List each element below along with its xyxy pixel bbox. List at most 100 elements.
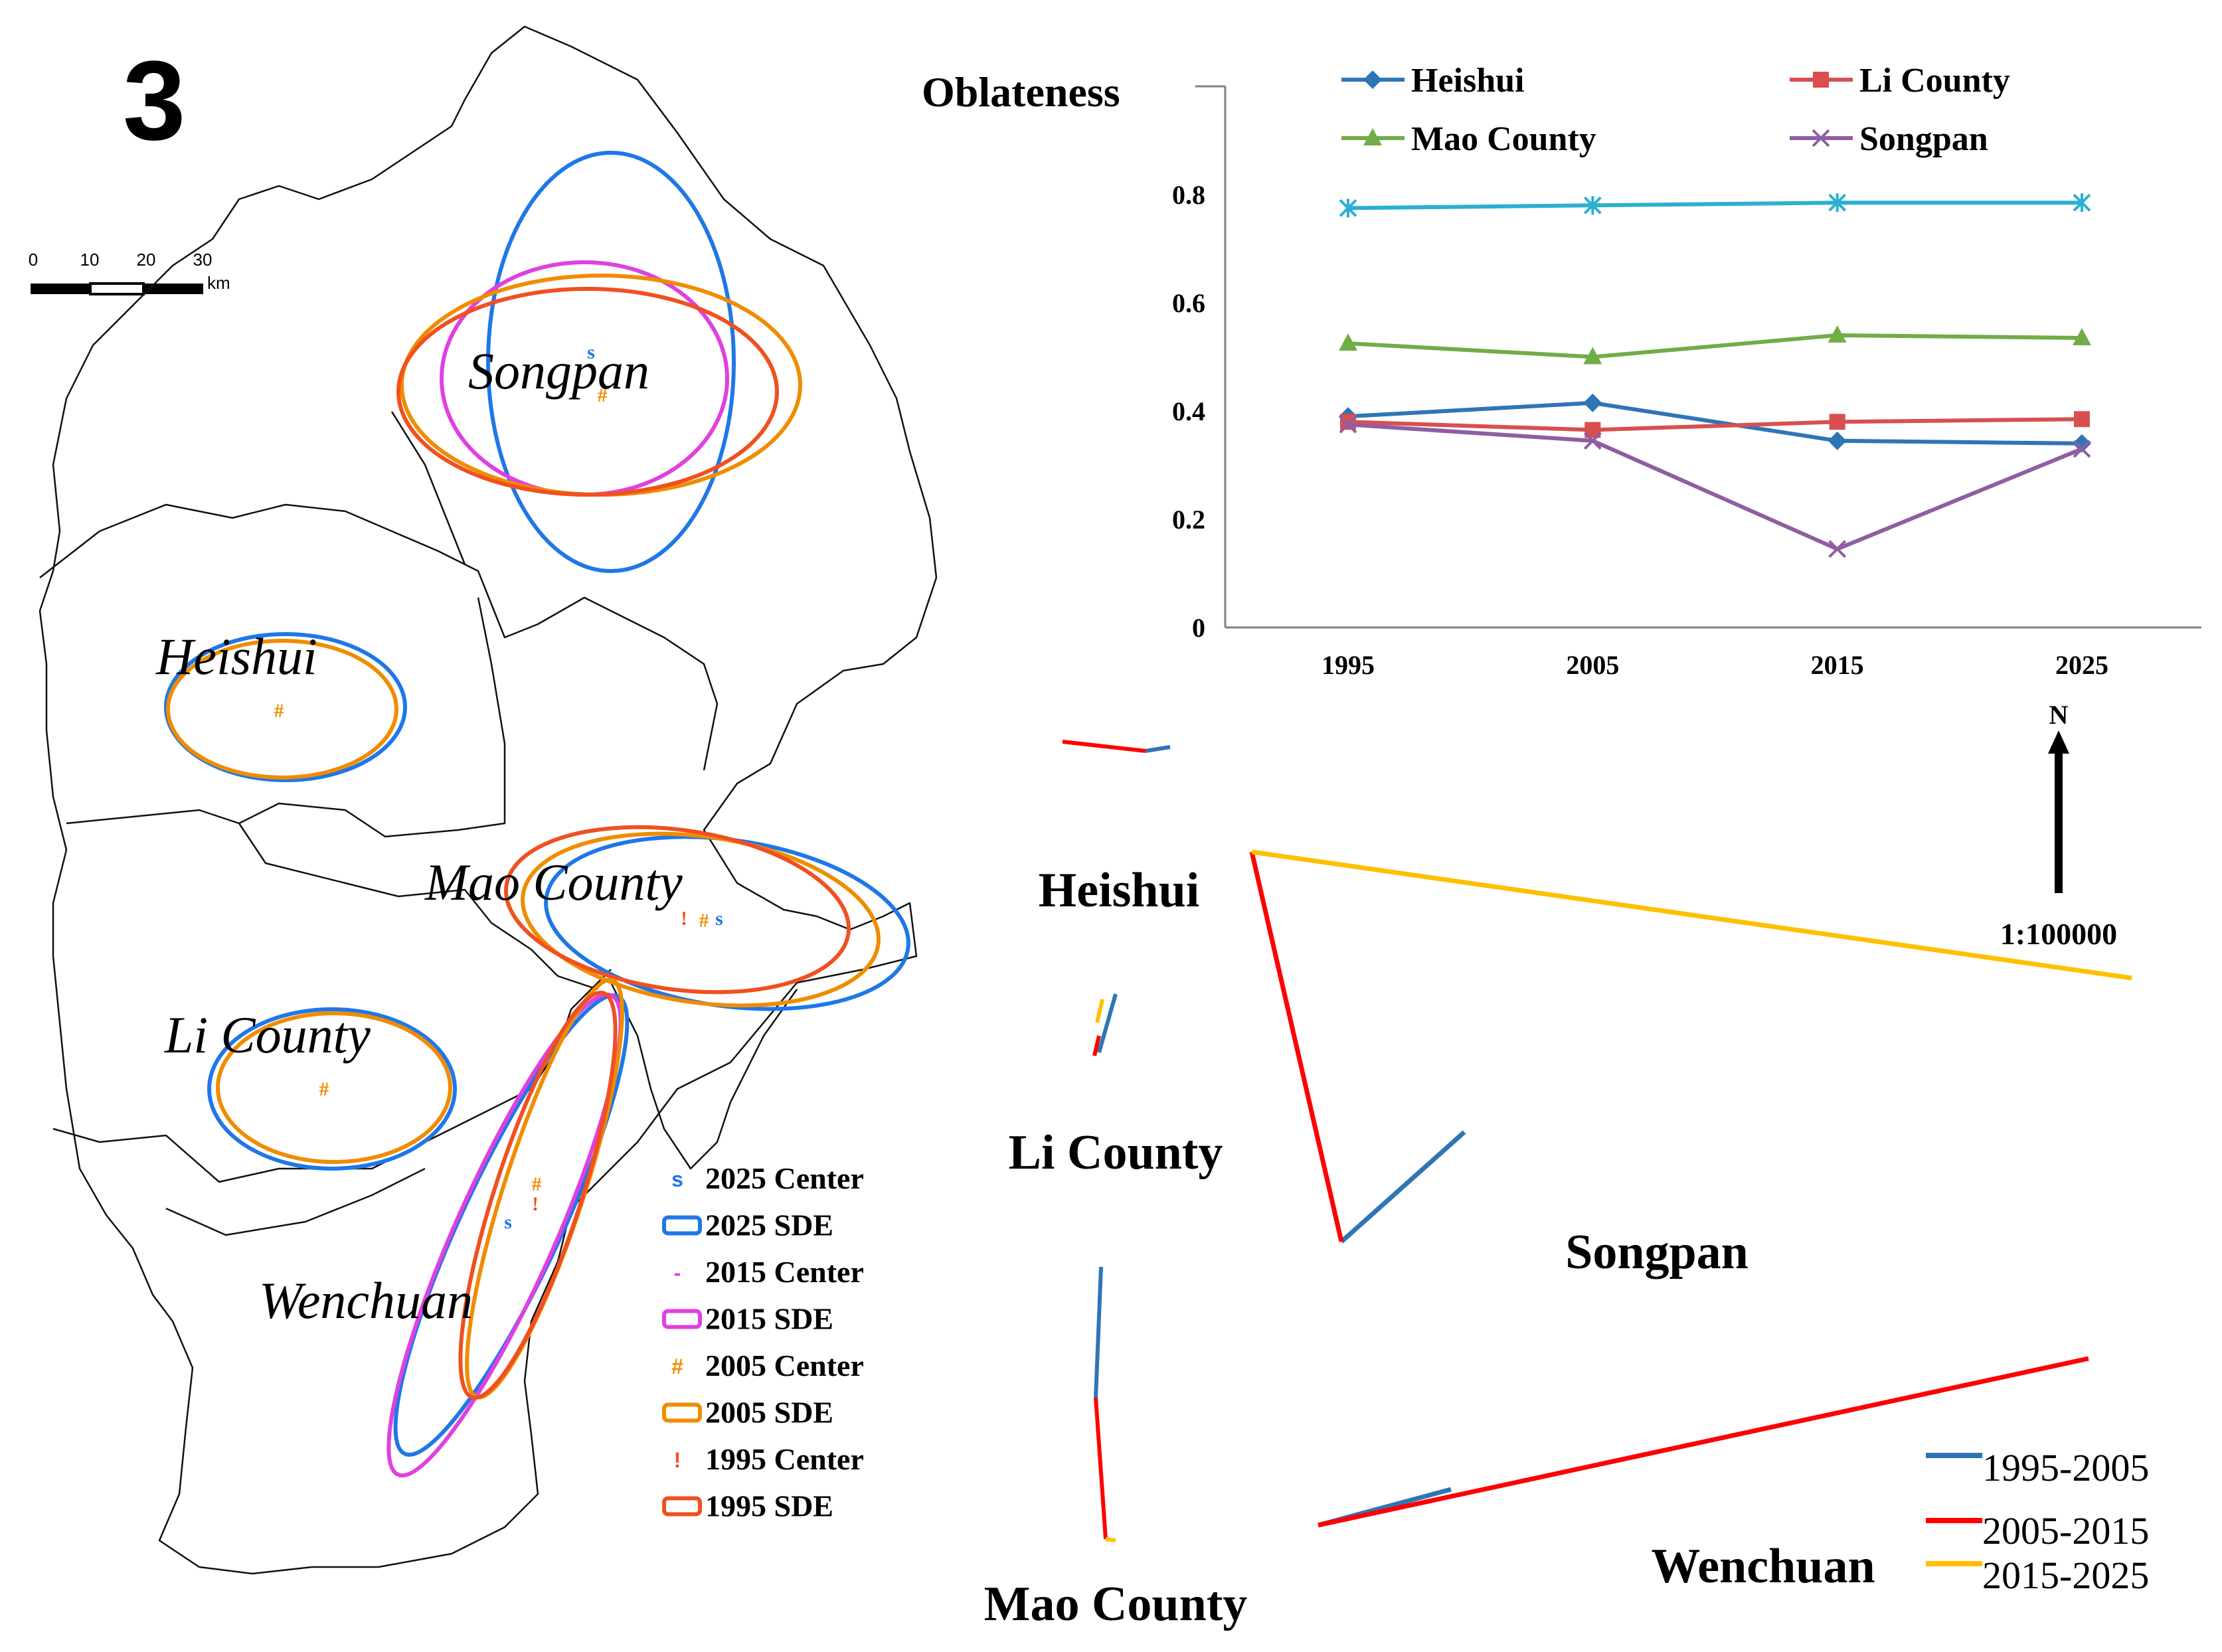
li-sde-2025 — [207, 1007, 457, 1171]
oblateness-chart: Oblateness 0 0.2 0.4 0.6 0.8 1995 2005 2015 2025… — [922, 62, 2201, 680]
boundary-songpan-west — [390, 411, 466, 565]
series-li-county — [1340, 411, 2090, 438]
traj-label-wenchuan: Wenchuan — [1651, 1539, 1875, 1594]
series-line — [1347, 201, 2082, 210]
data-point-triangle — [1828, 325, 1847, 343]
data-point-x — [1339, 415, 1357, 434]
legend-label: 2015 Center — [705, 1255, 864, 1289]
data-point-square — [1340, 414, 1356, 430]
data-point-triangle — [2073, 327, 2091, 345]
map-label-mao: Mao County — [424, 853, 683, 911]
y-tick-label: 0.2 — [1172, 505, 1205, 535]
map-label-wenchuan: Wenchuan — [259, 1272, 473, 1329]
center-markers: s # # ! # s # # ! s — [274, 341, 723, 1233]
traj-heishui-2005-2015 — [1062, 740, 1146, 753]
traj-legend-label-1: 1995-2005 — [1982, 1446, 2149, 1489]
chart-legend-item: Mao County — [1341, 120, 1596, 158]
series-line — [1347, 417, 2083, 432]
legend-label: 1995 Center — [705, 1442, 864, 1476]
legend-label: Songpan — [1859, 120, 1988, 158]
scale-tick-20: 20 — [137, 250, 156, 270]
mao-sde-2005 — [521, 831, 881, 1008]
y-tick-label: 0.6 — [1172, 288, 1205, 318]
legend-symbol: - — [674, 1261, 681, 1285]
traj-label-heishui: Heishui — [1039, 863, 1200, 918]
data-point-diamond — [1363, 70, 1382, 89]
series-mao-county — [1339, 325, 2091, 365]
data-point-square — [1813, 72, 1829, 88]
legend-label: Mao County — [1411, 120, 1596, 158]
legend-label: 2025 SDE — [705, 1208, 833, 1242]
series-line — [1347, 333, 2083, 359]
legend-label: Li County — [1859, 62, 2010, 100]
x-tick-label: 1995 — [1322, 650, 1375, 680]
map-label-heishui: Heishui — [155, 627, 317, 685]
songpan-sde-2025 — [486, 151, 736, 573]
data-point-x — [1828, 540, 1847, 558]
legend-symbol: # — [671, 1355, 683, 1378]
legend-ellipse-swatch — [662, 1496, 702, 1517]
legend-symbol: s — [671, 1167, 683, 1191]
li-sde-2005 — [216, 1011, 452, 1164]
data-point-diamond — [1828, 431, 1847, 450]
data-point-triangle — [1339, 333, 1357, 351]
wenchuan-sde-2015 — [386, 992, 623, 1478]
series-songpan — [1339, 415, 2091, 558]
traj-li-2015-2025 — [1095, 999, 1104, 1023]
data-point-diamond — [1583, 393, 1602, 412]
traj-legend-label-3: 2015-2025 — [1982, 1554, 2149, 1597]
mao-center-1995: ! — [681, 908, 687, 930]
chart-legend-item: Songpan — [1790, 120, 1988, 158]
traj-mao-1995-2005 — [1094, 1266, 1103, 1398]
boundary-li-wenchuan — [52, 969, 612, 1183]
mao-center-2025: s — [715, 908, 723, 930]
chart-legend-item: Heishui — [1341, 62, 1525, 100]
chart-ylabel: Oblateness — [922, 68, 1120, 116]
data-point-x — [2073, 440, 2091, 458]
series-line — [1347, 400, 2083, 446]
traj-label-mao: Mao County — [984, 1577, 1248, 1631]
mao-sde-1995 — [503, 825, 851, 995]
traj-legend-label-2: 2005-2015 — [1982, 1509, 2149, 1552]
traj-li-2005-2015 — [1092, 1035, 1101, 1056]
panel-label: 3 — [123, 38, 186, 164]
series-line — [1347, 422, 2083, 552]
traj-li-1995-2005 — [1097, 993, 1118, 1053]
y-tick-label: 0 — [1192, 613, 1205, 643]
heishui-sde-2025 — [164, 632, 407, 782]
wenchuan-sde-1995 — [458, 990, 618, 1400]
trajectory-scale: 1:100000 — [2000, 917, 2117, 951]
x-tick-label: 2015 — [1811, 650, 1864, 680]
data-point-triangle — [1363, 128, 1382, 145]
legend-label: Heishui — [1411, 62, 1525, 100]
traj-heishui-1995-2005 — [1145, 745, 1171, 753]
series-heishui — [1339, 393, 2091, 453]
traj-mao-2015-2025 — [1105, 1537, 1116, 1542]
traj-songpan-2015-2025 — [1251, 849, 2132, 981]
wenchuan-center-2025: s — [504, 1211, 512, 1233]
boundary-heishui-south — [66, 597, 506, 838]
map-county-labels: Songpan Heishui Mao County Li County Wen… — [155, 342, 683, 1329]
traj-wenchuan-2005-2015 — [1318, 1356, 2089, 1528]
heishui-sde-2005 — [166, 639, 398, 780]
wenchuan-center-1995: ! — [532, 1193, 539, 1215]
data-point-square — [2074, 411, 2090, 428]
map-label-li: Li County — [164, 1006, 371, 1064]
data-point-star — [1339, 199, 1357, 218]
boundary-mao-west — [238, 823, 598, 991]
legend-label: 1995 SDE — [705, 1489, 833, 1523]
songpan-center-2025: s — [587, 341, 595, 363]
traj-label-li: Li County — [1009, 1125, 1223, 1180]
sde-ellipses — [164, 151, 910, 1478]
scale-bar: 0 10 20 30 km — [29, 250, 230, 295]
y-tick-label: 0.8 — [1172, 180, 1205, 210]
legend-label: 2025 Center — [705, 1161, 864, 1195]
data-point-star — [1828, 193, 1847, 212]
scale-tick-0: 0 — [29, 250, 38, 270]
heishui-center-2005: # — [274, 700, 284, 722]
series-unnamed — [1339, 193, 2091, 218]
mao-center-2005: # — [699, 910, 709, 932]
data-point-star — [2073, 193, 2091, 212]
scale-tick-30: 30 — [193, 250, 213, 270]
traj-songpan-2005-2015 — [1249, 851, 1344, 1242]
